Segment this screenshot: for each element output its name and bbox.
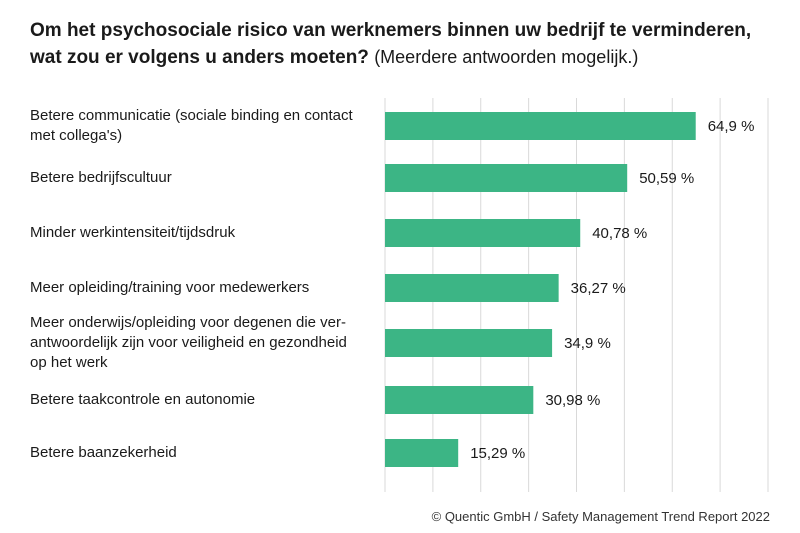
chart-title: Om het psychosociale risico van werkneme…	[30, 18, 780, 71]
category-label-line: met collega's)	[30, 127, 123, 144]
chart-subtitle: (Meerdere antwoorden mogelijk.)	[374, 47, 639, 67]
category-label-line: antwoordelijk zijn voor veiligheid en ge…	[30, 334, 347, 351]
bar-value-label: 34,9 %	[564, 335, 611, 352]
category-label: Meer onderwijs/opleiding voor degenen di…	[30, 313, 375, 373]
bar-value-label: 64,9 %	[708, 118, 755, 135]
bar	[385, 164, 628, 192]
bar-value-label: 30,98 %	[545, 392, 600, 409]
category-label-line: Betere bedrijfscultuur	[30, 169, 172, 186]
category-label: Betere bedrijfscultuur	[30, 168, 375, 188]
bar	[385, 274, 559, 302]
bar-value-label: 40,78 %	[592, 225, 647, 242]
category-label-line: Meer opleiding/training voor medewerkers	[30, 279, 310, 296]
bar-value-label: 36,27 %	[571, 280, 626, 297]
source-footer: © Quentic GmbH / Safety Management Trend…	[431, 509, 770, 524]
category-label: Minder werkintensiteit/tijdsdruk	[30, 223, 375, 243]
category-label: Betere taakcontrole en autonomie	[30, 390, 375, 410]
category-label-line: Betere baanzekerheid	[30, 444, 177, 461]
category-label-line: Meer onderwijs/opleiding voor degenen di…	[30, 314, 347, 331]
bar	[385, 112, 696, 140]
bar	[385, 329, 553, 357]
bar-value-label: 50,59 %	[639, 170, 694, 187]
category-label: Betere baanzekerheid	[30, 443, 375, 463]
category-label: Meer opleiding/training voor medewerkers	[30, 278, 375, 298]
bar	[385, 386, 534, 414]
category-label-line: op het werk	[30, 354, 108, 371]
category-label-line: Betere communicatie (sociale binding en …	[30, 107, 353, 124]
category-label-line: Betere taakcontrole en autonomie	[30, 391, 256, 408]
category-label: Betere communicatie (sociale binding en …	[30, 106, 375, 146]
bar	[385, 439, 459, 467]
bar-value-label: 15,29 %	[470, 445, 525, 462]
bar	[385, 219, 581, 247]
chart-title-main: Om het psychosociale risico van werkneme…	[30, 20, 752, 68]
category-label-line: Minder werkintensiteit/tijdsdruk	[30, 224, 236, 241]
